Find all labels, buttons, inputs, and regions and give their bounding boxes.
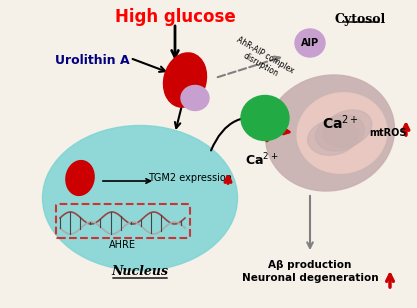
Ellipse shape (43, 125, 238, 270)
Text: IP3R1: IP3R1 (253, 123, 277, 132)
Ellipse shape (315, 115, 364, 151)
Text: TGM2 expression: TGM2 expression (148, 173, 232, 183)
Text: Ca$^{2+}$: Ca$^{2+}$ (322, 114, 358, 132)
Text: AhR: AhR (172, 68, 194, 78)
Ellipse shape (308, 120, 357, 155)
Text: AIP: AIP (186, 93, 204, 103)
Ellipse shape (66, 160, 94, 195)
Text: Cytosol: Cytosol (334, 13, 386, 26)
Ellipse shape (295, 29, 325, 57)
Text: AHRE: AHRE (108, 240, 136, 250)
Text: AhR: AhR (70, 173, 88, 183)
Text: Aβ production: Aβ production (268, 260, 352, 270)
Text: Nucleus: Nucleus (111, 265, 168, 278)
Text: Neuronal degeneration: Neuronal degeneration (242, 273, 378, 283)
Text: Ca$^{2+}$: Ca$^{2+}$ (245, 152, 279, 168)
Ellipse shape (297, 93, 387, 173)
Ellipse shape (266, 75, 394, 191)
Text: VDAC1: VDAC1 (251, 116, 279, 124)
Ellipse shape (163, 53, 206, 107)
Ellipse shape (241, 95, 289, 140)
Text: mtROS: mtROS (369, 128, 407, 138)
Ellipse shape (181, 86, 209, 111)
Ellipse shape (323, 110, 372, 147)
Text: Urolithin A: Urolithin A (55, 54, 130, 67)
Text: AhR-AIP complex
disruption: AhR-AIP complex disruption (230, 35, 296, 85)
Text: AIP: AIP (301, 38, 319, 48)
Text: TGM2: TGM2 (251, 107, 279, 116)
Text: High glucose: High glucose (115, 8, 235, 26)
